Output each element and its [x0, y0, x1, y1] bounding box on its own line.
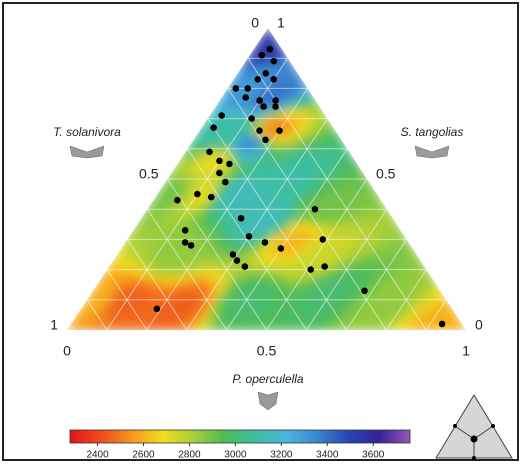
data-point	[174, 197, 181, 204]
data-point	[226, 161, 233, 168]
left-tick-label: 0	[251, 15, 259, 31]
data-point	[230, 251, 237, 258]
data-point	[210, 124, 217, 131]
data-point	[272, 103, 279, 110]
data-point	[271, 58, 278, 65]
data-point	[256, 97, 263, 104]
inset-dot	[453, 424, 457, 428]
data-point	[267, 46, 274, 53]
left-tick-label: 0.5	[139, 166, 159, 182]
colorbar-tick-label: 2600	[132, 450, 155, 461]
page: {"chart_data": { "type": "ternary", "axe…	[0, 0, 523, 470]
data-point	[256, 127, 263, 134]
chart: 00.5100.5100.51 T. solanivora S. tangoli…	[0, 0, 523, 465]
left-axis-title: T. solanivora	[53, 125, 121, 139]
colorbar-tick-label: 2800	[178, 450, 201, 461]
bottom-axis-title: P. operculella	[232, 372, 303, 386]
data-point	[262, 239, 269, 246]
right-axis-title: S. tangolias	[401, 125, 464, 139]
data-point	[216, 158, 223, 165]
data-point	[194, 191, 201, 198]
data-point	[361, 287, 368, 294]
inset-dot	[471, 436, 478, 443]
data-point	[234, 257, 241, 264]
colorbar-tick-label: 3200	[270, 450, 293, 461]
data-point	[216, 170, 223, 177]
colorbar-ramp	[70, 430, 410, 443]
bottom-tick-label: 0.5	[257, 343, 277, 359]
data-point	[182, 227, 189, 234]
right-tick-label: 0	[475, 317, 483, 333]
data-point	[439, 321, 446, 328]
data-point	[246, 233, 253, 240]
data-point	[272, 97, 279, 104]
data-point	[259, 52, 266, 59]
data-point	[154, 306, 161, 313]
data-point	[206, 149, 213, 156]
data-point	[321, 263, 328, 270]
data-point	[270, 76, 277, 83]
data-point	[218, 112, 225, 119]
inset-dot	[491, 424, 495, 428]
data-point	[307, 266, 314, 273]
data-point	[188, 242, 195, 249]
data-point	[238, 215, 245, 222]
colorbar-tick-label: 2400	[86, 450, 109, 461]
data-point	[276, 127, 283, 134]
data-point	[278, 245, 285, 252]
data-point	[242, 94, 249, 101]
colorbar-tick-label: 3600	[362, 450, 385, 461]
bottom-tick-label: 1	[462, 343, 470, 359]
data-point	[254, 76, 261, 83]
right-tick-label: 1	[277, 15, 285, 31]
data-point	[312, 206, 319, 213]
data-point	[262, 136, 269, 143]
data-point	[208, 194, 215, 201]
data-point	[222, 179, 229, 186]
data-point	[182, 239, 189, 246]
data-point	[260, 103, 267, 110]
data-point	[242, 263, 249, 270]
bottom-tick-label: 0	[63, 343, 71, 359]
right-tick-label: 0.5	[376, 166, 396, 182]
colorbar-tick-label: 3000	[224, 450, 247, 461]
data-point	[320, 236, 327, 243]
data-point	[262, 70, 269, 77]
data-point	[232, 85, 239, 92]
data-point	[248, 115, 255, 122]
data-point	[244, 85, 251, 92]
left-tick-label: 1	[50, 317, 58, 333]
inset-dot	[472, 456, 476, 460]
colorbar-tick-label: 3400	[316, 450, 339, 461]
